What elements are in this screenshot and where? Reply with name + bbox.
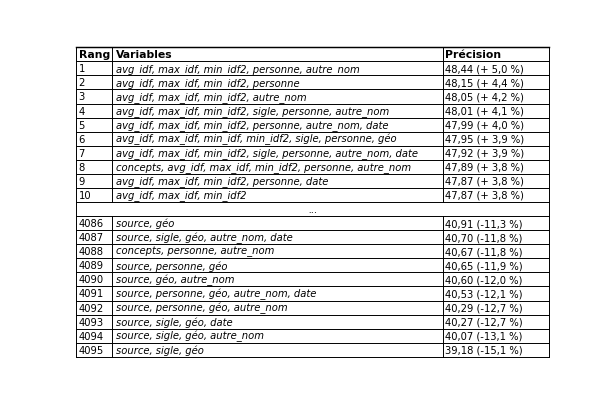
Text: 40,91 (-11,3 %): 40,91 (-11,3 %) [445, 219, 523, 229]
Text: 6: 6 [79, 134, 85, 144]
Text: 40,29 (-12,7 %): 40,29 (-12,7 %) [445, 303, 523, 313]
Text: source, personne, géo, autre_nom: source, personne, géo, autre_nom [117, 302, 288, 314]
Text: source, personne, géo, autre_nom, date: source, personne, géo, autre_nom, date [117, 288, 317, 300]
Text: 7: 7 [79, 148, 85, 158]
Text: 1: 1 [79, 64, 85, 74]
Text: 48,15 (+ 4,4 %): 48,15 (+ 4,4 %) [445, 78, 524, 88]
Text: avg_idf, max_idf, min_idf2, sigle, personne, autre_nom, date: avg_idf, max_idf, min_idf2, sigle, perso… [117, 148, 418, 159]
Text: 4093: 4093 [79, 317, 104, 327]
Text: 4095: 4095 [79, 345, 104, 355]
Text: 47,87 (+ 3,8 %): 47,87 (+ 3,8 %) [445, 176, 524, 186]
Text: 4088: 4088 [79, 247, 104, 257]
Text: source, personne, géo: source, personne, géo [117, 260, 228, 271]
Text: source, géo, autre_nom: source, géo, autre_nom [117, 274, 235, 286]
Text: 40,65 (-11,9 %): 40,65 (-11,9 %) [445, 261, 523, 271]
Text: avg_idf, max_idf, min_idf2, autre_nom: avg_idf, max_idf, min_idf2, autre_nom [117, 92, 307, 103]
Text: 48,01 (+ 4,1 %): 48,01 (+ 4,1 %) [445, 106, 524, 116]
Text: 48,44 (+ 5,0 %): 48,44 (+ 5,0 %) [445, 64, 524, 74]
Text: 48,05 (+ 4,2 %): 48,05 (+ 4,2 %) [445, 92, 524, 102]
Text: 9: 9 [79, 176, 85, 186]
Text: avg_idf, max_idf, min_idf2, personne: avg_idf, max_idf, min_idf2, personne [117, 78, 300, 89]
Text: 47,87 (+ 3,8 %): 47,87 (+ 3,8 %) [445, 190, 524, 200]
Text: 4092: 4092 [79, 303, 104, 313]
Text: concepts, avg_idf, max_idf, min_idf2, personne, autre_nom: concepts, avg_idf, max_idf, min_idf2, pe… [117, 162, 412, 173]
Text: 4086: 4086 [79, 219, 104, 229]
Text: 8: 8 [79, 162, 85, 172]
Text: source, sigle, géo, autre_nom: source, sigle, géo, autre_nom [117, 330, 264, 342]
Text: 47,92 (+ 3,9 %): 47,92 (+ 3,9 %) [445, 148, 524, 158]
Text: 4087: 4087 [79, 233, 104, 243]
Text: 4: 4 [79, 106, 85, 116]
Text: avg_idf, max_idf, min_idf2, sigle, personne, autre_nom: avg_idf, max_idf, min_idf2, sigle, perso… [117, 106, 390, 117]
Text: Précision: Précision [445, 50, 501, 60]
Text: 2: 2 [79, 78, 85, 88]
Text: 10: 10 [79, 190, 92, 200]
Text: 40,07 (-13,1 %): 40,07 (-13,1 %) [445, 331, 522, 341]
Text: 47,99 (+ 4,0 %): 47,99 (+ 4,0 %) [445, 120, 524, 130]
Text: 40,70 (-11,8 %): 40,70 (-11,8 %) [445, 233, 522, 243]
Text: 3: 3 [79, 92, 85, 102]
Text: 4090: 4090 [79, 275, 104, 285]
Text: source, sigle, géo, autre_nom, date: source, sigle, géo, autre_nom, date [117, 232, 293, 243]
Text: avg_idf, max_idf, min_idf2, personne, autre_nom, date: avg_idf, max_idf, min_idf2, personne, au… [117, 120, 389, 131]
Text: source, sigle, géo, date: source, sigle, géo, date [117, 316, 233, 327]
Text: 40,27 (-12,7 %): 40,27 (-12,7 %) [445, 317, 523, 327]
Text: 47,95 (+ 3,9 %): 47,95 (+ 3,9 %) [445, 134, 524, 144]
Text: concepts, personne, autre_nom: concepts, personne, autre_nom [117, 247, 275, 257]
Text: avg_idf, max_idf, min_idf, min_idf2, sigle, personne, géo: avg_idf, max_idf, min_idf, min_idf2, sig… [117, 134, 397, 145]
Text: 4094: 4094 [79, 331, 104, 341]
Text: 5: 5 [79, 120, 85, 130]
Text: 40,53 (-12,1 %): 40,53 (-12,1 %) [445, 289, 523, 299]
Text: avg_idf, max_idf, min_idf2, personne, date: avg_idf, max_idf, min_idf2, personne, da… [117, 176, 329, 187]
Text: avg_idf, max_idf, min_idf2: avg_idf, max_idf, min_idf2 [117, 190, 247, 201]
Text: 39,18 (-15,1 %): 39,18 (-15,1 %) [445, 345, 523, 355]
Text: avg_idf, max_idf, min_idf2, personne, autre_nom: avg_idf, max_idf, min_idf2, personne, au… [117, 64, 360, 75]
Text: ...: ... [308, 205, 317, 215]
Text: source, sigle, géo: source, sigle, géo [117, 344, 204, 355]
Text: 47,89 (+ 3,8 %): 47,89 (+ 3,8 %) [445, 162, 524, 172]
Text: 4091: 4091 [79, 289, 104, 299]
Text: source, géo: source, géo [117, 218, 175, 229]
Text: 40,60 (-12,0 %): 40,60 (-12,0 %) [445, 275, 522, 285]
Text: 40,67 (-11,8 %): 40,67 (-11,8 %) [445, 247, 523, 257]
Text: 4089: 4089 [79, 261, 104, 271]
Text: Variables: Variables [117, 50, 173, 60]
Text: Rang: Rang [79, 50, 110, 60]
